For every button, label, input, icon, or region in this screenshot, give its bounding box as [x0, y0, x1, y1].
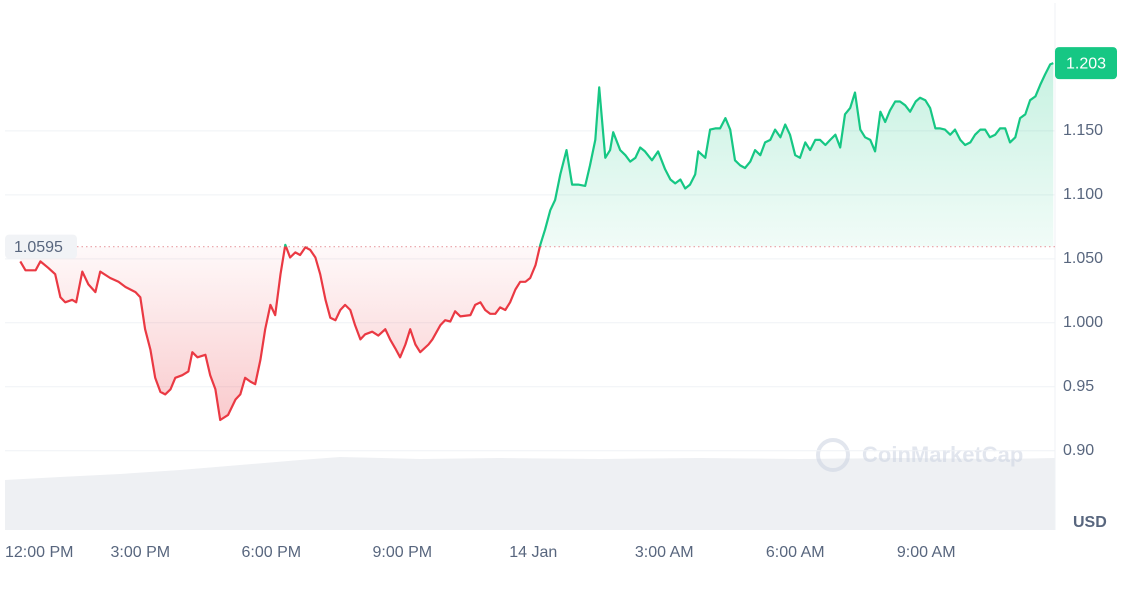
y-tick-label: 0.95 [1063, 378, 1094, 395]
watermark-text: CoinMarketCap [862, 442, 1023, 467]
watermark-logo [816, 438, 850, 472]
reference-label-bg [5, 234, 77, 259]
y-tick-label: 1.000 [1063, 314, 1103, 331]
x-tick-label: 9:00 AM [897, 544, 956, 561]
x-tick-label: 3:00 PM [111, 544, 171, 561]
price-line [19, 62, 1054, 422]
y-tick-label: 0.90 [1063, 442, 1094, 459]
x-tick-label: 14 Jan [509, 544, 557, 561]
y-tick-label: 1.050 [1063, 250, 1103, 267]
x-tick-label: 3:00 AM [635, 544, 694, 561]
x-tick-label: 9:00 PM [373, 544, 433, 561]
x-tick-label: 12:00 PM [5, 544, 73, 561]
y-unit: USD [1073, 514, 1107, 531]
reference-label: 1.0595 [14, 239, 63, 256]
volume-area [5, 457, 1055, 530]
y-tick-label: 1.150 [1063, 122, 1103, 139]
price-area [20, 63, 1054, 420]
y-tick-label: 1.100 [1063, 186, 1103, 203]
x-tick-label: 6:00 AM [766, 544, 825, 561]
x-tick-label: 6:00 PM [242, 544, 302, 561]
watermark: CoinMarketCap [816, 438, 1023, 472]
price-badge [1055, 47, 1117, 80]
price-badge-label: 1.203 [1066, 55, 1106, 72]
